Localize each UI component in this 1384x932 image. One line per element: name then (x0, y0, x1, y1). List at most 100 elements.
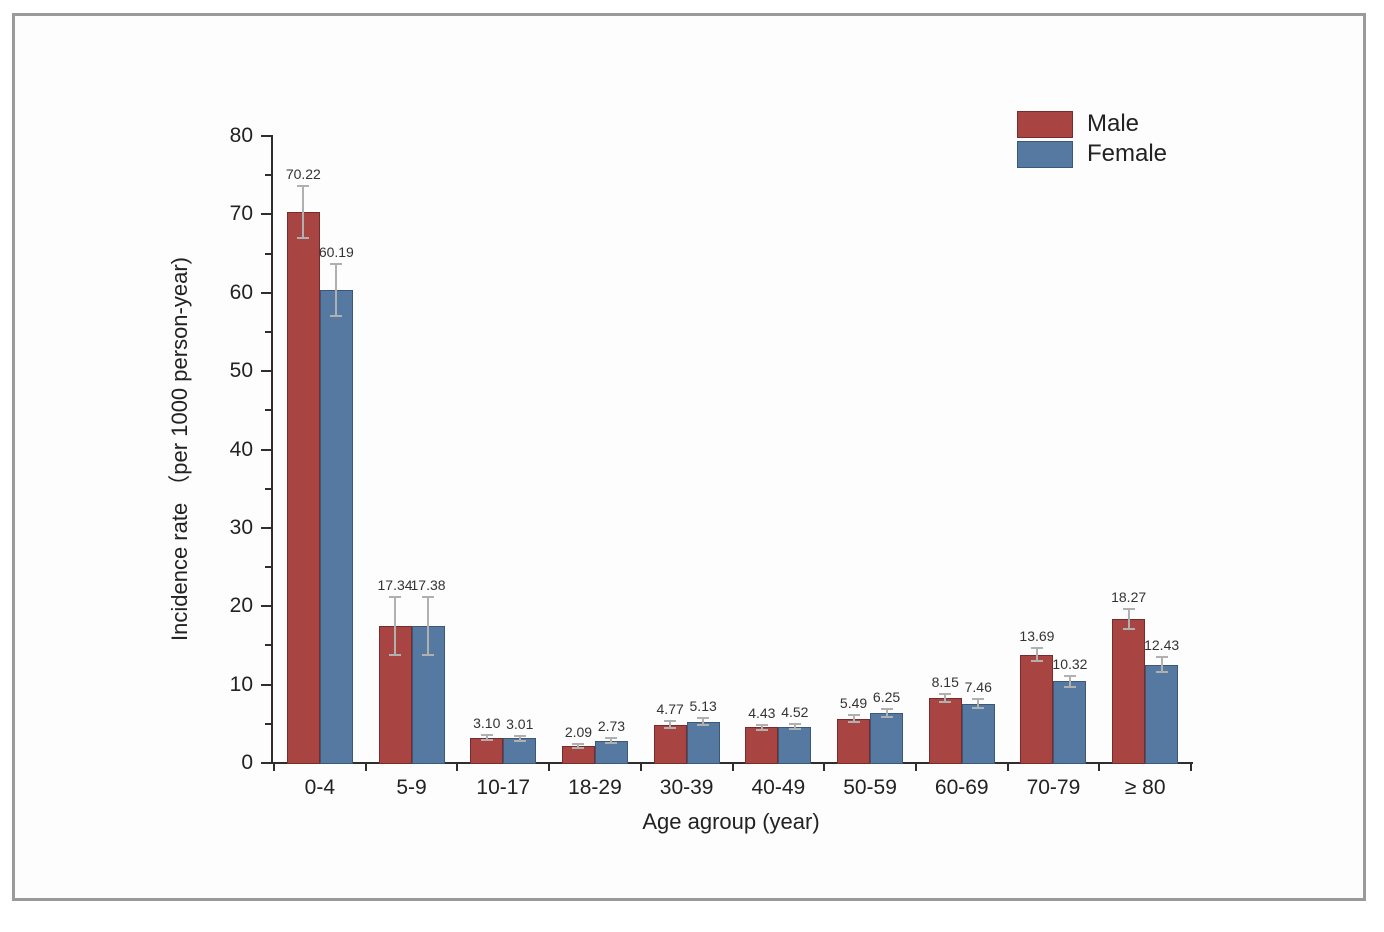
value-label-male-6: 5.49 (839, 695, 868, 712)
value-label-female-2: 3.01 (506, 716, 534, 733)
y-minor-tick (265, 487, 271, 490)
x-tick (639, 764, 642, 771)
x-tick (1190, 764, 1192, 771)
x-tick (914, 764, 917, 771)
y-tick-label: 40 (229, 437, 253, 461)
bar-female-4 (686, 721, 720, 764)
x-tick (1098, 764, 1101, 771)
error-bar-line (852, 715, 855, 723)
error-bar-cap-top (330, 263, 343, 266)
error-bar-cap-bottom (939, 701, 952, 704)
y-tick-label: 20 (229, 594, 253, 618)
bar-female-5 (778, 726, 812, 764)
error-bar-line (885, 709, 888, 717)
x-tick-label: 18-29 (568, 776, 622, 799)
x-tick (823, 764, 826, 771)
y-major-tick (261, 291, 271, 294)
value-label-female-9: 12.43 (1144, 637, 1180, 654)
x-tick (364, 764, 367, 771)
legend-item-female: Female (1017, 139, 1167, 169)
legend-label-male: Male (1087, 110, 1140, 137)
value-label-male-9: 18.27 (1111, 588, 1147, 605)
y-tick-label: 80 (229, 124, 253, 147)
error-bar-cap-bottom (664, 726, 677, 729)
error-bar-cap-top (664, 720, 677, 723)
error-bar-line (1035, 648, 1038, 662)
error-bar-cap-bottom (605, 741, 618, 744)
bar-female-8 (1053, 681, 1087, 764)
x-tick-label: 5-9 (396, 776, 427, 799)
error-bar-line (702, 718, 705, 726)
y-major-tick (261, 448, 271, 451)
error-bar-cap-top (697, 717, 710, 720)
error-bar-line (485, 735, 488, 741)
error-bar-cap-bottom (1122, 627, 1135, 630)
bar-male-5 (745, 727, 779, 764)
value-label-male-4: 4.77 (656, 701, 684, 718)
y-minor-tick (265, 644, 271, 647)
bar-female-7 (961, 703, 995, 764)
value-label-male-1: 17.34 (377, 577, 413, 594)
y-tick-label: 50 (229, 359, 253, 383)
error-bar-cap-bottom (513, 739, 526, 742)
bar-male-1 (378, 626, 412, 764)
value-label-female-4: 5.13 (689, 698, 717, 715)
error-bar-cap-bottom (480, 739, 493, 742)
error-bar-line (518, 736, 521, 741)
bar-male-7 (928, 698, 962, 764)
error-bar-line (944, 693, 947, 703)
x-tick-label: 50-59 (843, 776, 897, 799)
x-tick-label: 70-79 (1026, 776, 1081, 799)
error-bar-line (793, 723, 796, 730)
error-bar-line (669, 721, 672, 728)
bar-female-3 (594, 740, 628, 764)
x-tick-label: 40-49 (751, 776, 806, 799)
chart-frame: 0 10 20 30 40 50 60 70 80 0-4 5-9 10-17 18-29 30-39 40… (12, 13, 1366, 901)
x-tick (548, 764, 551, 771)
y-major-tick (261, 213, 271, 216)
y-axis-line (271, 135, 273, 764)
y-tick-label: 0 (241, 751, 253, 774)
error-bar-cap-top (605, 737, 618, 740)
value-label-female-6: 6.25 (872, 689, 901, 706)
error-bar-cap-top (788, 722, 801, 725)
value-label-male-5: 4.43 (748, 704, 776, 721)
error-bar-cap-top (513, 735, 526, 738)
y-minor-tick (265, 409, 271, 412)
error-bar-cap-top (847, 714, 860, 717)
error-bar-line (1127, 608, 1130, 629)
value-label-male-8: 13.69 (1019, 628, 1055, 645)
female-series-swatch (1017, 140, 1073, 168)
legend-label-female: Female (1087, 140, 1168, 167)
error-bar-cap-bottom (880, 715, 893, 718)
error-bar-cap-top (1030, 647, 1043, 650)
error-bar-line (577, 743, 580, 748)
value-label-male-0: 70.22 (285, 165, 321, 182)
error-bar-line (610, 738, 613, 743)
y-major-tick (261, 135, 271, 137)
error-bar-cap-top (389, 596, 402, 599)
x-axis-line (271, 762, 1193, 764)
value-label-female-7: 7.46 (964, 678, 992, 695)
error-bar-cap-bottom (1030, 660, 1043, 663)
error-bar-cap-bottom (972, 707, 985, 710)
error-bar-cap-top (1063, 674, 1076, 677)
legend: Male Female (1017, 109, 1167, 169)
value-label-female-8: 10.32 (1052, 655, 1088, 672)
y-major-tick (261, 762, 271, 764)
error-bar-cap-top (572, 742, 585, 745)
bar-male-3 (561, 745, 595, 764)
y-tick-label: 70 (229, 202, 253, 226)
bar-female-0 (319, 290, 353, 764)
y-major-tick (261, 370, 271, 373)
y-minor-tick (265, 252, 271, 255)
y-tick-label: 10 (229, 672, 253, 696)
x-tick-label: 30-39 (659, 776, 714, 799)
y-tick-label: 30 (229, 515, 253, 539)
value-label-female-5: 4.52 (781, 703, 809, 720)
error-bar-cap-bottom (422, 653, 435, 656)
error-bar-line (302, 185, 305, 238)
male-series-swatch (1017, 110, 1073, 138)
x-tick-label: ≥ 80 (1124, 776, 1166, 799)
y-minor-tick (265, 566, 271, 569)
